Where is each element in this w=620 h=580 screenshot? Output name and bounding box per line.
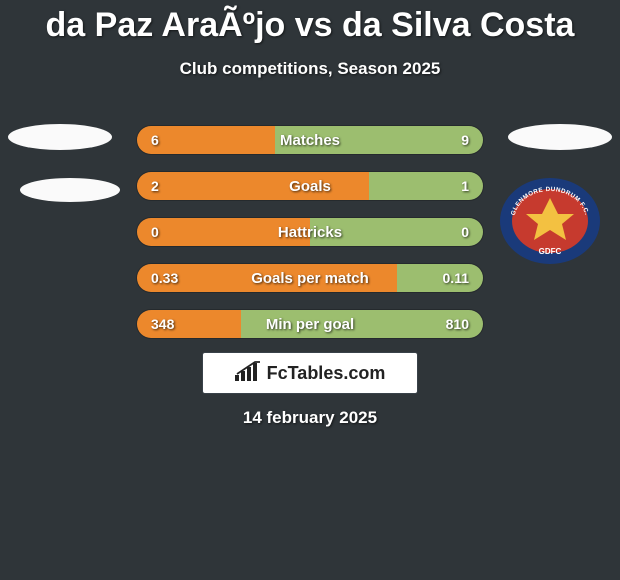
club-right-badge: GLENMORE DUNDRUM F.C. GDFC [500,178,600,264]
stat-label: Matches [137,126,483,154]
stat-label: Goals [137,172,483,200]
date-line: 14 february 2025 [0,408,620,428]
subtitle: Club competitions, Season 2025 [0,59,620,79]
branding-badge[interactable]: FcTables.com [202,352,418,394]
chart-icon [235,361,261,386]
stat-value-right: 0.11 [443,264,469,292]
stat-label: Hattricks [137,218,483,246]
svg-text:GDFC: GDFC [539,247,562,256]
stats-container: 6Matches9 2Goals1 0Hattricks0 0.33Goals per… [136,125,484,355]
player-right-avatar [508,124,612,150]
branding-text: FcTables.com [267,363,386,384]
stat-label: Min per goal [137,310,483,338]
player-left-avatar [8,124,112,150]
stat-value-right: 810 [446,310,469,338]
stat-row: 2Goals1 [136,171,484,201]
stat-row: 6Matches9 [136,125,484,155]
stat-row: 0.33Goals per match0.11 [136,263,484,293]
stat-value-right: 9 [461,126,469,154]
stat-label: Goals per match [137,264,483,292]
stat-row: 348Min per goal810 [136,309,484,339]
stat-value-right: 1 [461,172,469,200]
stat-value-right: 0 [461,218,469,246]
page-title: da Paz AraÃºjo vs da Silva Costa [0,0,620,45]
club-left-badge [20,178,120,202]
stat-row: 0Hattricks0 [136,217,484,247]
